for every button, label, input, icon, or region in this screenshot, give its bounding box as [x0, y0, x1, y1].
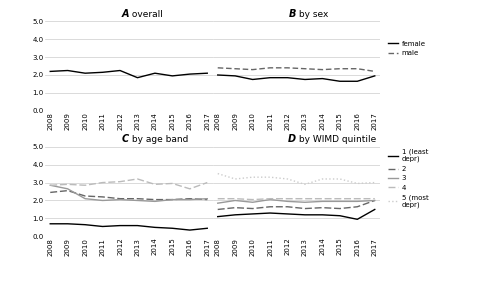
Legend: 11-14, 15-17, 18-21, 22-25: 11-14, 15-17, 18-21, 22-25	[218, 155, 258, 195]
Text: A: A	[121, 8, 129, 18]
Text: C: C	[122, 134, 129, 144]
Text: D: D	[288, 134, 296, 144]
Legend: female, male: female, male	[385, 38, 428, 59]
Legend: 1 (least
depr), 2, 3, 4, 5 (most
depr): 1 (least depr), 2, 3, 4, 5 (most depr)	[385, 146, 432, 211]
Text: overall: overall	[129, 9, 162, 18]
Legend: Overall: Overall	[218, 47, 262, 59]
Text: by sex: by sex	[296, 9, 328, 18]
Text: by WIMD quintile: by WIMD quintile	[296, 135, 376, 144]
Text: B: B	[289, 8, 296, 18]
Text: by age band: by age band	[129, 135, 188, 144]
